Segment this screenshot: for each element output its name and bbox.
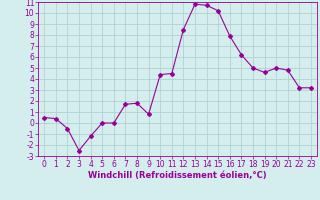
X-axis label: Windchill (Refroidissement éolien,°C): Windchill (Refroidissement éolien,°C): [88, 171, 267, 180]
